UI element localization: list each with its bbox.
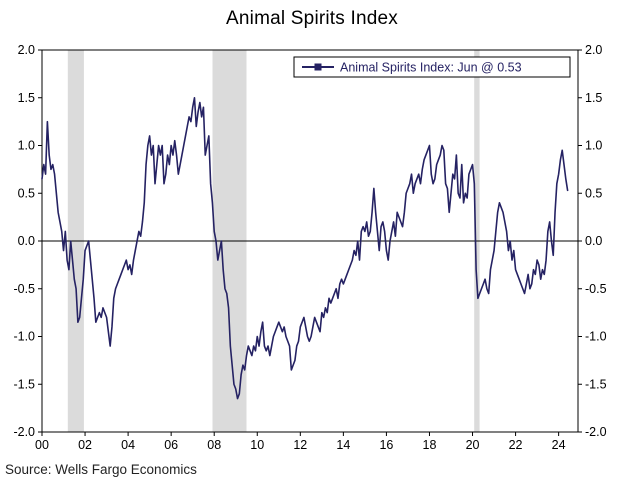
y-axis-label-left: -1.0 — [13, 330, 35, 344]
x-axis-label: 22 — [509, 438, 523, 452]
y-axis-label-left: -0.5 — [13, 282, 35, 296]
x-axis-label: 24 — [552, 438, 566, 452]
y-axis-label-right: -1.0 — [585, 330, 607, 344]
x-axis-label: 10 — [250, 438, 264, 452]
source-note: Source: Wells Fargo Economics — [5, 462, 197, 477]
y-axis-label-right: 2.0 — [585, 43, 602, 57]
legend-box — [293, 56, 571, 78]
legend-marker — [314, 63, 322, 71]
legend-label: Animal Spirits Index: Jun @ 0.53 — [340, 61, 522, 75]
series-line — [41, 96, 569, 400]
y-axis-label-right: -2.0 — [585, 425, 607, 439]
y-axis-label-left: 1.5 — [18, 91, 35, 105]
y-axis-label-left: 2.0 — [18, 43, 35, 57]
x-axis-label: 02 — [78, 438, 92, 452]
chart-title: Animal Spirits Index — [226, 8, 398, 29]
y-axis-label-left: 0.5 — [18, 186, 35, 200]
y-axis-label-left: -1.5 — [13, 377, 35, 391]
y-axis-label-left: 0.0 — [18, 234, 35, 248]
y-axis-label-left: 1.0 — [18, 139, 35, 153]
x-axis-label: 20 — [466, 438, 480, 452]
y-axis-label-right: 0.0 — [585, 234, 602, 248]
y-axis-label-right: -1.5 — [585, 377, 607, 391]
x-axis-label: 18 — [423, 438, 437, 452]
x-axis-label: 00 — [35, 438, 49, 452]
x-axis-label: 12 — [293, 438, 307, 452]
x-axis-label: 14 — [336, 438, 350, 452]
y-axis-label-right: 0.5 — [585, 186, 602, 200]
x-axis-label: 04 — [121, 438, 135, 452]
y-axis-label-right: 1.5 — [585, 91, 602, 105]
x-axis-label: 08 — [207, 438, 221, 452]
x-axis-label: 06 — [164, 438, 178, 452]
y-axis-label-right: 1.0 — [585, 139, 602, 153]
x-axis-label: 16 — [379, 438, 393, 452]
y-axis-label-left: -2.0 — [13, 425, 35, 439]
y-axis-label-right: -0.5 — [585, 282, 607, 296]
animal-spirits-line-chart: 2.0 2.0 1.5 1.5 1.0 1.0 0.5 0.5 0.0 0.0 -0.5 -0.5 -1… — [13, 43, 607, 452]
